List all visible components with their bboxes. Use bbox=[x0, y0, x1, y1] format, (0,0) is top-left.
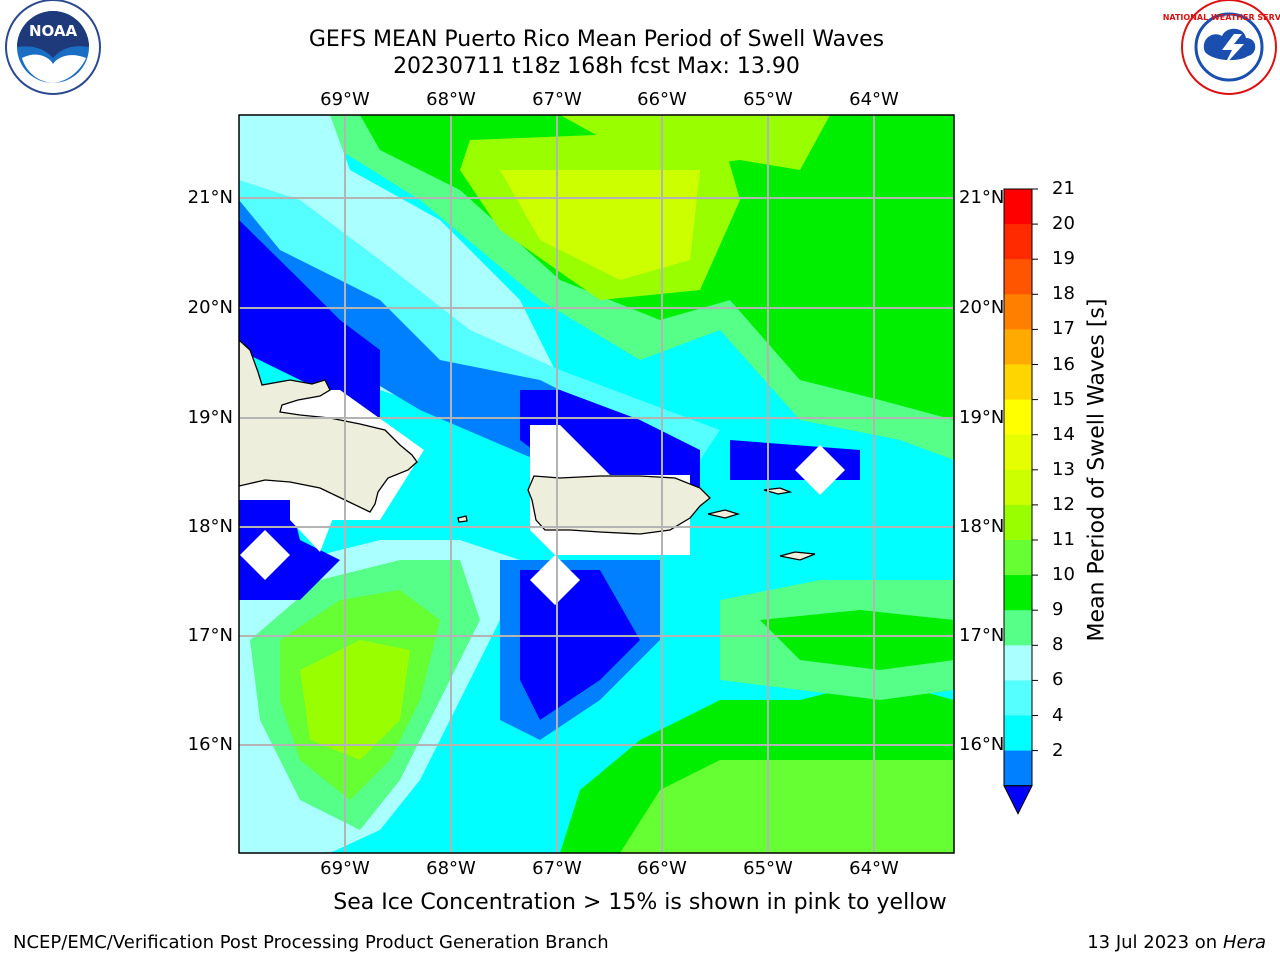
lon-label-top: 68°W bbox=[426, 89, 476, 110]
colorbar-segment bbox=[1004, 680, 1032, 716]
colorbar-tick-label: 21 bbox=[1052, 178, 1075, 199]
colorbar-title: Mean Period of Swell Waves [s] bbox=[1084, 298, 1110, 642]
lon-label-bottom: 65°W bbox=[743, 858, 793, 879]
nws-logo: NATIONAL WEATHER SERVICE bbox=[1163, 0, 1280, 95]
colorbar-segment bbox=[1004, 504, 1032, 541]
footer-host: Hera bbox=[1222, 932, 1266, 953]
colorbar-segment bbox=[1004, 540, 1032, 576]
colorbar-segment bbox=[1004, 610, 1032, 646]
mona-island bbox=[457, 515, 468, 523]
colorbar-segment bbox=[1004, 259, 1032, 295]
colorbar-tick-label: 19 bbox=[1052, 248, 1075, 270]
chart-subtitle: 20230711 t18z 168h fcst Max: 13.90 bbox=[393, 54, 800, 79]
lon-label-top: 66°W bbox=[637, 89, 687, 110]
colorbar-tick-label: 4 bbox=[1052, 704, 1064, 726]
lon-label-bottom: 64°W bbox=[849, 858, 899, 879]
map-frame bbox=[238, 114, 955, 854]
colorbar-extend-triangle bbox=[1003, 785, 1033, 815]
colorbar-tick-label: 13 bbox=[1052, 458, 1075, 480]
land-masses bbox=[239, 339, 816, 561]
footer-date-text: 13 Jul 2023 on bbox=[1087, 932, 1223, 953]
noaa-logo-text: NOAA bbox=[29, 22, 78, 40]
footer-date: 13 Jul 2023 on Hera bbox=[1087, 932, 1266, 953]
lat-label-right: 16°N bbox=[959, 734, 1005, 755]
colorbar-segment bbox=[1004, 434, 1032, 471]
colorbar-tick-label: 18 bbox=[1052, 283, 1075, 305]
colorbar-segment bbox=[1004, 715, 1032, 752]
colorbar-segment bbox=[1004, 399, 1032, 436]
colorbar-tick-label: 11 bbox=[1052, 529, 1075, 550]
colorbar-segment bbox=[1004, 645, 1032, 681]
lon-label-top: 65°W bbox=[743, 89, 793, 110]
lon-label-top: 67°W bbox=[532, 89, 582, 110]
lat-label-left: 20°N bbox=[187, 297, 233, 318]
colorbar-tick-label: 2 bbox=[1052, 739, 1064, 761]
lon-label-top: 64°W bbox=[849, 89, 899, 110]
colorbar-segment bbox=[1004, 575, 1032, 611]
colorbar-tick-label: 14 bbox=[1052, 423, 1075, 445]
colorbar-tick-label: 9 bbox=[1052, 599, 1064, 621]
lat-label-right: 19°N bbox=[959, 407, 1005, 428]
colorbar-tick-label: 17 bbox=[1052, 318, 1075, 340]
colorbar-tick-label: 6 bbox=[1052, 669, 1064, 691]
colorbar-segment bbox=[1004, 750, 1032, 787]
colorbar-segment bbox=[1004, 224, 1032, 260]
lat-label-right: 17°N bbox=[959, 625, 1005, 646]
footer-credit: NCEP/EMC/Verification Post Processing Pr… bbox=[13, 932, 609, 953]
colorbar-tick-label: 10 bbox=[1052, 564, 1075, 586]
colorbar-segment bbox=[1004, 189, 1032, 225]
lon-label-bottom: 66°W bbox=[637, 858, 687, 879]
chart-title: GEFS MEAN Puerto Rico Mean Period of Swe… bbox=[308, 27, 885, 52]
hispaniola bbox=[239, 339, 418, 513]
lat-label-left: 16°N bbox=[187, 734, 233, 755]
lon-label-bottom: 69°W bbox=[320, 858, 370, 879]
colorbar-tick-label: 12 bbox=[1052, 493, 1075, 515]
lat-label-right: 21°N bbox=[959, 187, 1005, 208]
lat-label-left: 17°N bbox=[187, 625, 233, 646]
colorbar-segment bbox=[1004, 294, 1032, 330]
vieques bbox=[707, 509, 741, 519]
st-croix bbox=[779, 551, 816, 561]
graticule bbox=[239, 115, 954, 853]
puerto-rico bbox=[527, 475, 711, 535]
colorbar-tick-label: 15 bbox=[1052, 388, 1075, 410]
lat-label-left: 19°N bbox=[187, 407, 233, 428]
caption: Sea Ice Concentration > 15% is shown in … bbox=[333, 890, 947, 915]
colorbar-frame bbox=[1003, 188, 1033, 787]
lat-label-left: 21°N bbox=[187, 187, 233, 208]
lat-label-right: 18°N bbox=[959, 516, 1005, 537]
st-thomas bbox=[763, 487, 793, 495]
lat-label-right: 20°N bbox=[959, 297, 1005, 318]
nws-logo-text: NATIONAL WEATHER SERVICE bbox=[1163, 13, 1280, 22]
colorbar-tick-label: 8 bbox=[1052, 634, 1064, 656]
colorbar bbox=[1003, 188, 1038, 815]
lat-label-left: 18°N bbox=[187, 516, 233, 537]
lon-label-bottom: 68°W bbox=[426, 858, 476, 879]
colorbar-segment bbox=[1004, 469, 1032, 506]
colorbar-segment bbox=[1004, 364, 1032, 401]
lon-label-top: 69°W bbox=[320, 89, 370, 110]
colorbar-tick-label: 20 bbox=[1052, 213, 1075, 235]
noaa-logo: NOAA bbox=[5, 0, 101, 95]
lon-label-bottom: 67°W bbox=[532, 858, 582, 879]
colorbar-segment bbox=[1004, 329, 1032, 365]
colorbar-tick-label: 16 bbox=[1052, 353, 1075, 375]
